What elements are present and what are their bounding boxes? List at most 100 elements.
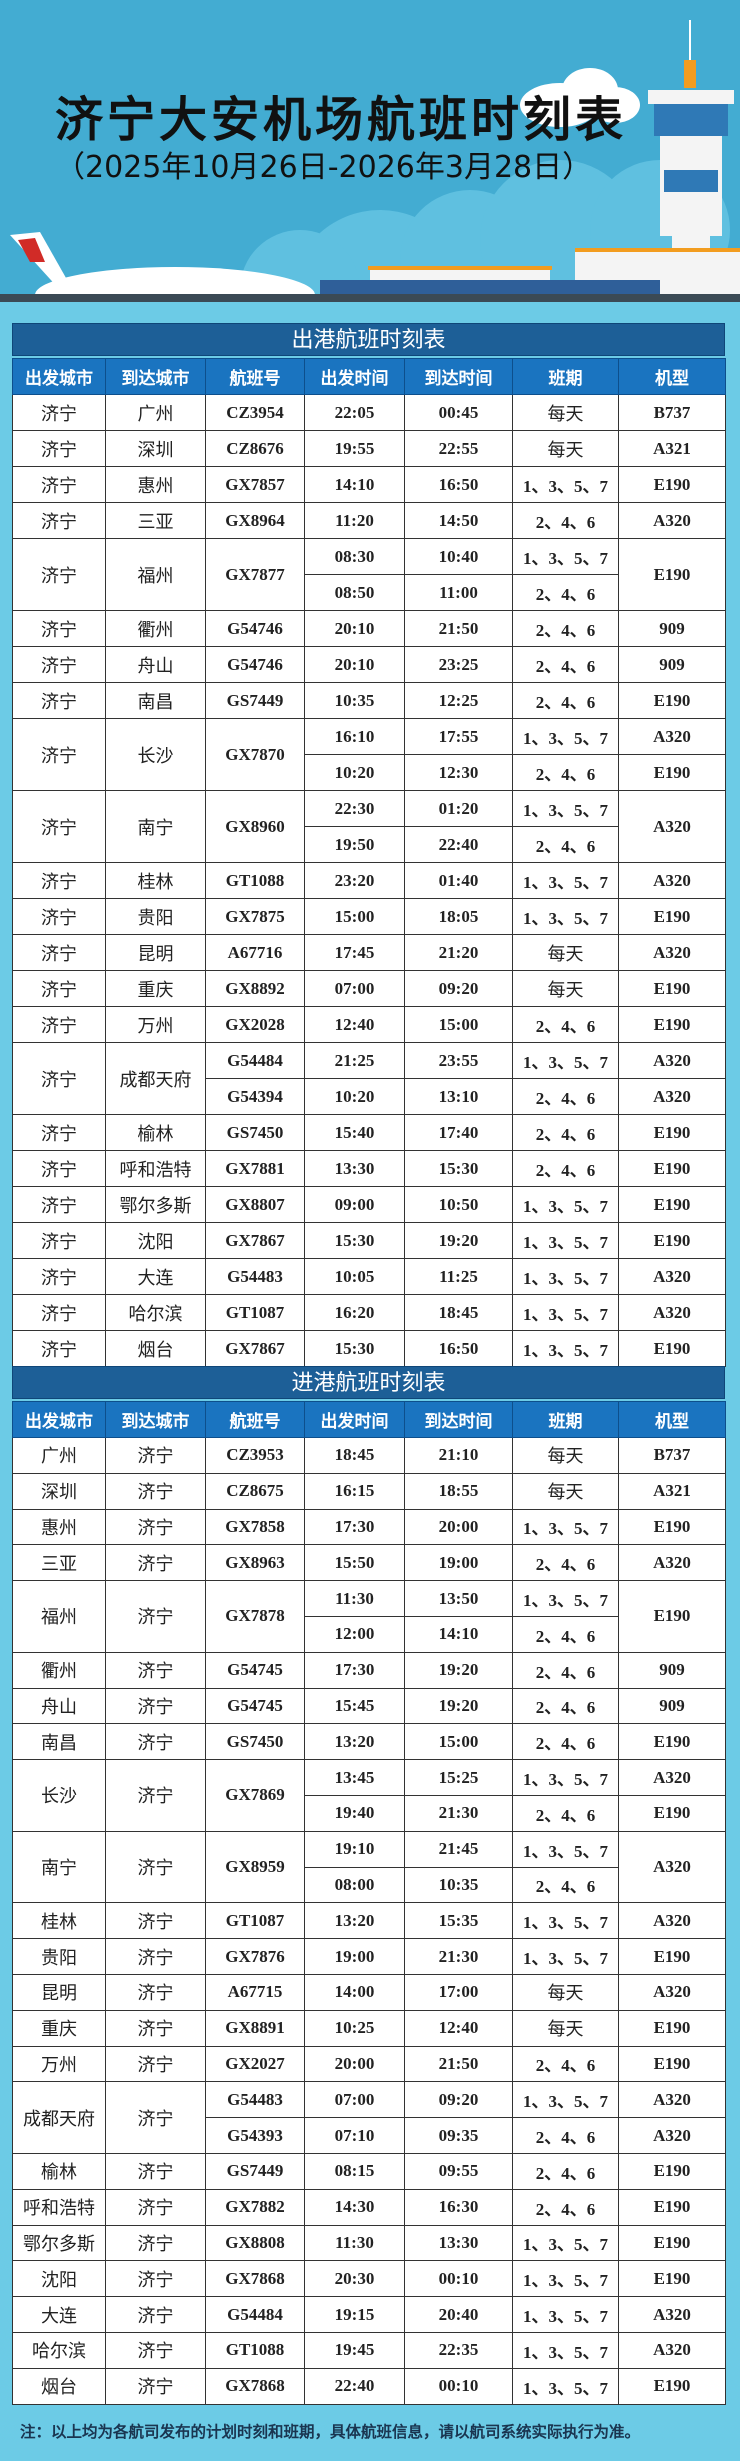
- departure-time-cell: 19:10: [304, 1830, 405, 1868]
- flight-number-cell: GX8891: [205, 2009, 305, 2047]
- arrival-time-cell: 19:20: [404, 1222, 513, 1259]
- flight-number-cell: A67716: [205, 934, 305, 971]
- flight-number-cell: GX2027: [205, 2045, 305, 2083]
- arrival-city-cell: 济宁: [105, 1723, 206, 1761]
- schedule-days-cell: 每天: [512, 1437, 619, 1474]
- table-row: 济宁 贵阳 GX7875 15:00 18:05 1、3、5、7 E190: [12, 898, 726, 935]
- schedule-days-cell: 2、4、6: [512, 2117, 619, 2154]
- table-row: 三亚 济宁 GX8963 15:50 19:00 2、4、6 A320: [12, 1544, 726, 1582]
- aircraft-type-cell: A320: [618, 1078, 726, 1115]
- departure-time-cell: 19:15: [304, 2296, 405, 2333]
- departure-time-cell: 10:20: [304, 1078, 405, 1115]
- arrival-time-cell: 19:00: [404, 1544, 513, 1582]
- arrival-time-cell: 10:50: [404, 1186, 513, 1223]
- departure-city-cell: 南宁: [12, 1830, 106, 1904]
- flight-number-cell: A67715: [205, 1973, 305, 2011]
- schedule-days-cell: 1、3、5、7: [512, 1938, 619, 1975]
- schedule-days-cell: 每天: [512, 970, 619, 1007]
- schedule-days-cell: 每天: [512, 2009, 619, 2047]
- arrival-city-cell: 榆林: [105, 1114, 206, 1151]
- flight-number-cell: GX7882: [205, 2188, 305, 2226]
- departure-time-cell: 15:00: [304, 898, 405, 935]
- departure-city-cell: 济宁: [12, 394, 106, 431]
- flight-number-cell: GX7857: [205, 466, 305, 503]
- departure-time-cell: 13:20: [304, 1902, 405, 1940]
- arrival-city-cell: 济宁: [105, 1437, 206, 1474]
- departure-time-cell: 12:40: [304, 1006, 405, 1043]
- departure-city-cell: 广州: [12, 1437, 106, 1474]
- arrival-time-cell: 01:20: [404, 790, 513, 827]
- flight-number-cell: GX7870: [205, 718, 305, 791]
- departure-city-cell: 呼和浩特: [12, 2188, 106, 2226]
- departure-time-cell: 22:40: [304, 2367, 405, 2405]
- aircraft-type-cell: 909: [618, 646, 726, 683]
- departure-city-cell: 济宁: [12, 1294, 106, 1331]
- aircraft-type-cell: A320: [618, 2331, 726, 2369]
- departure-city-cell: 济宁: [12, 538, 106, 611]
- flight-number-cell: GS7449: [205, 682, 305, 719]
- flight-number-cell: G54484: [205, 1042, 305, 1079]
- arrival-city-cell: 济宁: [105, 1580, 206, 1653]
- arrival-city-cell: 沈阳: [105, 1222, 206, 1259]
- departure-time-cell: 22:30: [304, 790, 405, 827]
- departure-time-cell: 17:30: [304, 1508, 405, 1546]
- departure-city-cell: 济宁: [12, 718, 106, 791]
- aircraft-type-cell: A320: [618, 502, 726, 539]
- schedule-days-cell: 1、3、5、7: [512, 2224, 619, 2262]
- schedule-days-cell: 1、3、5、7: [512, 466, 619, 503]
- schedule-days-cell: 2、4、6: [512, 1615, 619, 1653]
- column-header-schedule-days: 班期: [512, 1401, 619, 1438]
- schedule-days-cell: 2、4、6: [512, 610, 619, 647]
- arrival-city-cell: 济宁: [105, 1938, 206, 1975]
- arrival-time-cell: 15:35: [404, 1902, 513, 1940]
- departure-time-cell: 07:00: [304, 970, 405, 1007]
- arrival-city-cell: 广州: [105, 394, 206, 431]
- departure-time-cell: 13:20: [304, 1723, 405, 1761]
- aircraft-type-cell: A320: [618, 862, 726, 899]
- aircraft-type-cell: E190: [618, 1938, 726, 1975]
- table-row: 哈尔滨 济宁 GT1088 19:45 22:35 1、3、5、7 A320: [12, 2331, 726, 2369]
- arrival-time-cell: 12:25: [404, 682, 513, 719]
- departure-city-cell: 济宁: [12, 430, 106, 467]
- outbound-table: 出发城市 到达城市 航班号 出发时间 到达时间 班期 机型 济宁 广州 CZ3954 22:05 00…: [12, 358, 726, 1367]
- aircraft-type-cell: E190: [618, 1222, 726, 1259]
- aircraft-type-cell: A320: [618, 1258, 726, 1295]
- column-header-flight-number: 航班号: [205, 1401, 305, 1438]
- flight-number-cell: GX7868: [205, 2367, 305, 2405]
- departure-city-cell: 济宁: [12, 610, 106, 647]
- schedule-days-cell: 1、3、5、7: [512, 2367, 619, 2405]
- arrival-time-cell: 09:20: [404, 2081, 513, 2119]
- aircraft-type-cell: A320: [618, 1830, 726, 1904]
- schedule-days-cell: 1、3、5、7: [512, 2260, 619, 2298]
- aircraft-type-cell: A320: [618, 1759, 726, 1796]
- schedule-days-cell: 2、4、6: [512, 1078, 619, 1115]
- flight-number-cell: GX8963: [205, 1544, 305, 1582]
- arrival-city-cell: 济宁: [105, 2045, 206, 2083]
- flight-number-cell: GX7877: [205, 538, 305, 611]
- aircraft-type-cell: 909: [618, 1687, 726, 1725]
- arrival-city-cell: 深圳: [105, 430, 206, 467]
- departure-city-cell: 济宁: [12, 1114, 106, 1151]
- schedule-days-cell: 2、4、6: [512, 646, 619, 683]
- departure-city-cell: 济宁: [12, 646, 106, 683]
- arrival-city-cell: 桂林: [105, 862, 206, 899]
- arrival-time-cell: 15:25: [404, 1759, 513, 1796]
- table-row: 济宁 成都天府 G54484 21:25 23:55 1、3、5、7 A320: [12, 1042, 726, 1115]
- table-row: 衢州 济宁 G54745 17:30 19:20 2、4、6 909: [12, 1651, 726, 1689]
- schedule-days-cell: 1、3、5、7: [512, 1186, 619, 1223]
- arrival-city-cell: 济宁: [105, 2081, 206, 2154]
- arrival-time-cell: 11:00: [404, 574, 513, 611]
- schedule-days-cell: 每天: [512, 934, 619, 971]
- table-row: 呼和浩特 济宁 GX7882 14:30 16:30 2、4、6 E190: [12, 2188, 726, 2226]
- departure-time-cell: 14:10: [304, 466, 405, 503]
- aircraft-type-cell: A320: [618, 1973, 726, 2011]
- flight-number-cell: GX8808: [205, 2224, 305, 2262]
- arrival-time-cell: 09:20: [404, 970, 513, 1007]
- departure-time-cell: 08:00: [304, 1866, 405, 1904]
- arrival-city-cell: 济宁: [105, 2296, 206, 2333]
- cloud-icon: [520, 68, 640, 127]
- schedule-days-cell: 2、4、6: [512, 2152, 619, 2190]
- aircraft-type-cell: E190: [618, 682, 726, 719]
- flight-number-cell: G54745: [205, 1651, 305, 1689]
- column-header-arrival-city: 到达城市: [105, 1401, 206, 1438]
